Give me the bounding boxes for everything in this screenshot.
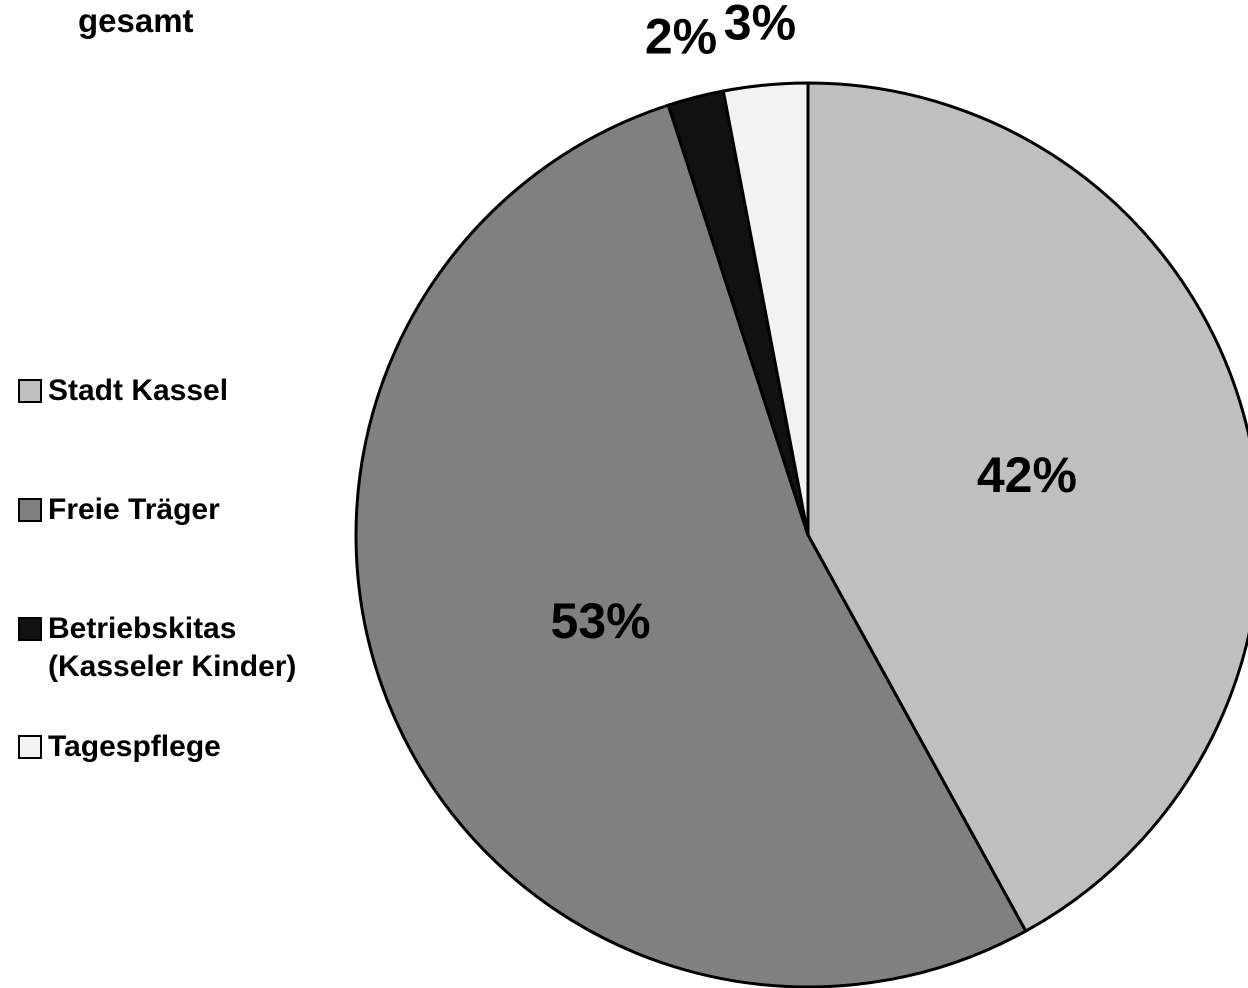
legend-item: Betriebskitas (Kasseler Kinder): [18, 610, 296, 686]
legend-item: Freie Träger: [18, 491, 220, 529]
chart-title: gesamt: [78, 2, 194, 39]
legend-label: Tagespflege: [48, 730, 221, 763]
legend-item: Tagespflege: [18, 728, 221, 766]
legend-swatch: [18, 617, 42, 641]
legend-label: Betriebskitas (Kasseler Kinder): [48, 612, 297, 683]
pie-slice: [806, 81, 1248, 934]
data-label: 53%: [551, 593, 651, 649]
data-label: 42%: [977, 447, 1077, 503]
pie-slice: [721, 81, 810, 536]
legend-label: Freie Träger: [48, 493, 220, 526]
data-label: 2%: [645, 8, 717, 64]
data-label: 3%: [724, 0, 796, 51]
legend-item: Stadt Kassel: [18, 372, 228, 410]
legend-swatch: [18, 498, 42, 522]
legend-label: Stadt Kassel: [48, 374, 229, 407]
legend-swatch: [18, 735, 42, 759]
legend-swatch: [18, 379, 42, 403]
pie-slice: [354, 103, 1028, 988]
